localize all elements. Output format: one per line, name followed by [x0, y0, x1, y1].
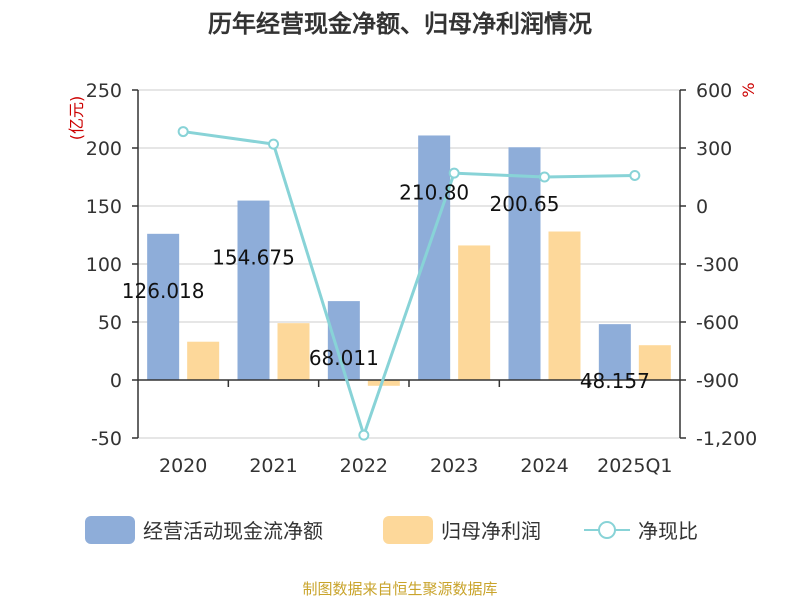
y-left-tick-label: 100: [86, 254, 122, 276]
x-tick-label: 2023: [430, 455, 478, 477]
chart-title: 历年经营现金净额、归母净利润情况: [208, 10, 592, 38]
bar-profit: [548, 231, 581, 380]
x-tick-label: 2020: [159, 455, 207, 477]
bar-ocf: [147, 233, 180, 380]
y-right-unit: %: [739, 82, 758, 97]
y-left-tick-label: 50: [98, 312, 122, 334]
x-tick-label: 2025Q1: [597, 455, 672, 477]
source-note: 制图数据来自恒生聚源数据库: [302, 580, 498, 598]
y-right-tick-label: -300: [696, 254, 739, 276]
legend-label-profit: 归母净利润: [441, 519, 541, 543]
bar-profit: [187, 341, 220, 380]
x-tick-label: 2022: [340, 455, 388, 477]
bar-profit: [638, 345, 671, 380]
point-ratio: [629, 169, 641, 181]
y-right-tick-label: -1,200: [696, 428, 757, 450]
bar-ocf: [508, 147, 541, 380]
point-ratio: [358, 429, 370, 441]
data-label-ocf: 126.018: [122, 279, 205, 303]
legend-item-ratio[interactable]: 净现比: [584, 515, 698, 544]
y-left-tick-label: 250: [86, 80, 122, 102]
legend-swatch-ocf: [85, 515, 135, 544]
legend-swatch-ratio: [584, 516, 630, 544]
y-left-tick-label: 200: [86, 138, 122, 160]
y-left-tick-label: 150: [86, 196, 122, 218]
x-tick-label: 2021: [249, 455, 297, 477]
bar-ocf: [237, 200, 270, 380]
point-ratio: [268, 138, 279, 150]
bar-profit: [458, 245, 491, 380]
y-right-tick-label: 300: [696, 138, 732, 160]
legend-item-profit[interactable]: 归母净利润: [383, 515, 541, 544]
legend-item-ocf[interactable]: 经营活动现金流净额: [85, 515, 323, 544]
bar-ocf: [418, 135, 451, 380]
data-label-ocf: 210.80: [399, 180, 469, 204]
point-ratio: [177, 126, 189, 138]
y-right-tick-label: -600: [696, 312, 739, 334]
data-label-ocf: 48.157: [580, 369, 650, 393]
bar-profit: [367, 380, 400, 386]
bar-profit: [277, 323, 310, 380]
x-tick-label: 2024: [520, 455, 568, 477]
y-left-tick-label: 0: [110, 370, 122, 392]
data-label-ocf: 68.011: [309, 346, 379, 370]
legend: 经营活动现金流净额 归母净利润 净现比: [0, 515, 800, 555]
data-label-ocf: 200.65: [490, 192, 560, 216]
y-right-tick-label: 0: [696, 196, 708, 218]
legend-label-ratio: 净现比: [638, 519, 698, 543]
y-right-tick-label: -900: [696, 370, 739, 392]
line-ratio: [182, 130, 635, 440]
point-ratio: [448, 167, 460, 179]
y-left-tick-label: -50: [91, 428, 122, 450]
y-left-unit: (亿元): [67, 96, 86, 141]
y-right-tick-label: 600: [696, 80, 732, 102]
point-ratio: [539, 171, 550, 183]
data-label-ocf: 154.675: [212, 246, 295, 270]
legend-swatch-profit: [383, 515, 433, 544]
bar-ocf: [598, 324, 631, 380]
legend-label-ocf: 经营活动现金流净额: [143, 519, 323, 543]
